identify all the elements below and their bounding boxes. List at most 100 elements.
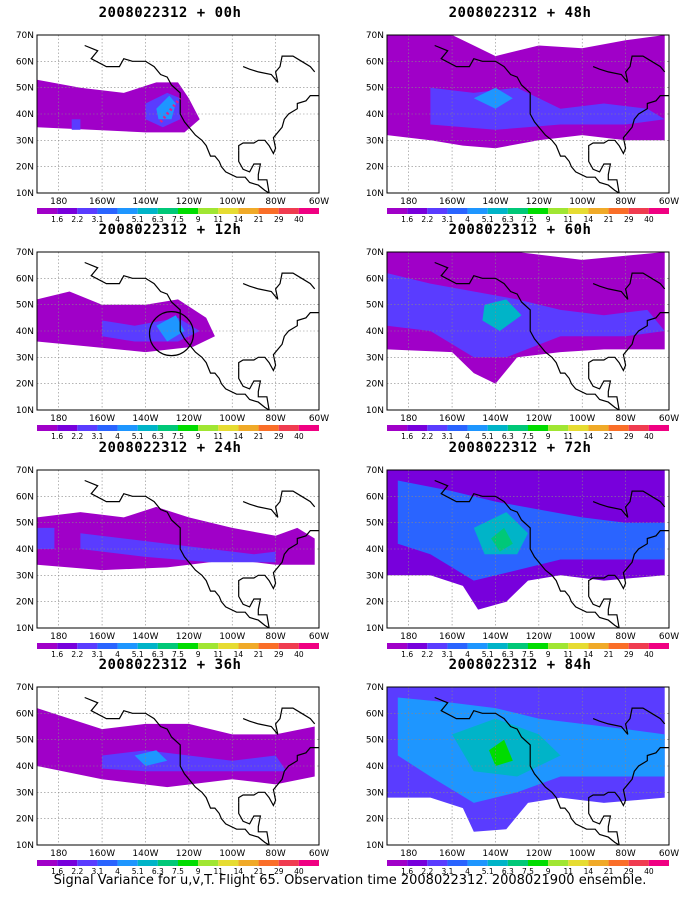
colorbar-label: 21 bbox=[254, 432, 264, 441]
colorbar-label: 11 bbox=[214, 867, 224, 876]
lat-label: 20N bbox=[16, 380, 34, 390]
colorbar-swatch bbox=[57, 643, 78, 649]
lon-label: 140W bbox=[482, 197, 508, 207]
coastline bbox=[588, 95, 669, 155]
lon-label: 120W bbox=[176, 849, 202, 859]
coastline bbox=[588, 585, 620, 628]
lat-label: 40N bbox=[16, 110, 34, 120]
lon-label: 60W bbox=[309, 632, 329, 642]
lon-label: 60W bbox=[659, 849, 679, 859]
coastline bbox=[588, 312, 669, 372]
colorbar-label: 4 bbox=[465, 215, 470, 224]
colorbar-swatch bbox=[117, 425, 138, 431]
colorbar-label: 4 bbox=[465, 432, 470, 441]
colorbar-label: 7.5 bbox=[172, 650, 184, 659]
lon-label: 140W bbox=[482, 849, 508, 859]
lon-label: 100W bbox=[219, 849, 245, 859]
colorbar-label: 6.3 bbox=[502, 432, 514, 441]
lat-label: 40N bbox=[366, 545, 384, 555]
panel-title: 2008022312 + 72h bbox=[448, 440, 592, 456]
colorbar-swatch bbox=[37, 208, 58, 214]
colorbar-swatch bbox=[427, 208, 448, 214]
colorbar-label: 1.6 bbox=[401, 215, 413, 224]
colorbar-swatch bbox=[588, 425, 609, 431]
colorbar-label: 29 bbox=[624, 867, 634, 876]
lat-label: 10N bbox=[366, 406, 384, 416]
colorbar-swatch bbox=[507, 208, 528, 214]
colorbar-label: 11 bbox=[214, 650, 224, 659]
variance-map: 70N 60N 50N 40N 30N 20N 10N 180 160W 140W 120W 100W… bbox=[16, 248, 329, 441]
lon-label: 60W bbox=[309, 414, 329, 424]
colorbar-swatch bbox=[37, 425, 58, 431]
colorbar-label: 5.1 bbox=[482, 432, 494, 441]
variance-map: 70N 60N 50N 40N 30N 20N 10N 180 160W 140W 120W 100W… bbox=[366, 683, 679, 876]
colorbar-label: 6.3 bbox=[152, 215, 164, 224]
colorbar-label: 1.6 bbox=[51, 215, 63, 224]
colorbar-label: 21 bbox=[604, 432, 614, 441]
colorbar-swatch bbox=[487, 208, 508, 214]
coastline bbox=[588, 802, 620, 845]
colorbar-label: 5.1 bbox=[132, 215, 144, 224]
colorbar-swatch bbox=[157, 643, 178, 649]
colorbar-swatch bbox=[57, 860, 78, 866]
colorbar-label: 5.1 bbox=[132, 867, 144, 876]
coastline bbox=[84, 44, 270, 193]
lat-label: 10N bbox=[16, 406, 34, 416]
colorbar-swatch bbox=[588, 643, 609, 649]
variance-contour bbox=[397, 480, 665, 581]
colorbar-swatch bbox=[198, 425, 219, 431]
colorbar-swatch bbox=[37, 643, 58, 649]
colorbar-swatch bbox=[198, 860, 219, 866]
colorbar-label: 3.1 bbox=[91, 867, 103, 876]
coastline bbox=[242, 490, 316, 518]
lon-label: 160W bbox=[439, 632, 465, 642]
colorbar-label: 1.6 bbox=[401, 650, 413, 659]
lat-label: 60N bbox=[16, 709, 34, 719]
colorbar-swatch bbox=[238, 208, 259, 214]
colorbar-label: 2.2 bbox=[71, 867, 83, 876]
lon-label: 120W bbox=[526, 849, 552, 859]
panel-title: 2008022312 + 24h bbox=[98, 440, 242, 456]
colorbar-swatch bbox=[97, 643, 118, 649]
colorbar-swatch bbox=[648, 208, 669, 214]
colorbar-label: 9 bbox=[196, 432, 201, 441]
colorbar-swatch bbox=[507, 860, 528, 866]
lon-label: 120W bbox=[176, 414, 202, 424]
colorbar-label: 14 bbox=[234, 867, 244, 876]
colorbar-label: 1.6 bbox=[401, 867, 413, 876]
lat-label: 60N bbox=[366, 492, 384, 502]
colorbar-label: 7.5 bbox=[522, 215, 534, 224]
colorbar-label: 3.1 bbox=[91, 650, 103, 659]
colorbar-swatch bbox=[528, 208, 549, 214]
colorbar-swatch bbox=[407, 425, 428, 431]
colorbar-label: 40 bbox=[294, 650, 304, 659]
colorbar-swatch bbox=[278, 208, 299, 214]
colorbar-label: 7.5 bbox=[522, 650, 534, 659]
colorbar-label: 3.1 bbox=[91, 215, 103, 224]
lat-label: 60N bbox=[16, 57, 34, 67]
lon-label: 120W bbox=[526, 632, 552, 642]
lon-label: 180 bbox=[50, 414, 67, 424]
colorbar-label: 3.1 bbox=[441, 867, 453, 876]
colorbar-label: 9 bbox=[546, 432, 551, 441]
lon-label: 120W bbox=[526, 197, 552, 207]
map-panel: 2008022312 + 24h 70N 60N 50N 40N 30N 20N 10N 180… bbox=[5, 440, 345, 659]
colorbar-swatch bbox=[238, 425, 259, 431]
colorbar-swatch bbox=[278, 425, 299, 431]
lon-label: 100W bbox=[569, 632, 595, 642]
colorbar-swatch bbox=[387, 425, 408, 431]
colorbar-label: 2.2 bbox=[421, 432, 433, 441]
colorbar-label: 11 bbox=[564, 215, 574, 224]
colorbar-label: 40 bbox=[644, 650, 654, 659]
colorbar-label: 2.2 bbox=[421, 650, 433, 659]
colorbar-swatch bbox=[57, 425, 78, 431]
lat-label: 50N bbox=[16, 301, 34, 311]
colorbar-label: 3.1 bbox=[441, 432, 453, 441]
colorbar-label: 2.2 bbox=[71, 650, 83, 659]
colorbar-swatch bbox=[447, 425, 468, 431]
colorbar-swatch bbox=[588, 860, 609, 866]
colorbar-swatch bbox=[278, 643, 299, 649]
colorbar-swatch bbox=[608, 425, 629, 431]
lat-label: 50N bbox=[366, 84, 384, 94]
lon-label: 160W bbox=[89, 414, 115, 424]
